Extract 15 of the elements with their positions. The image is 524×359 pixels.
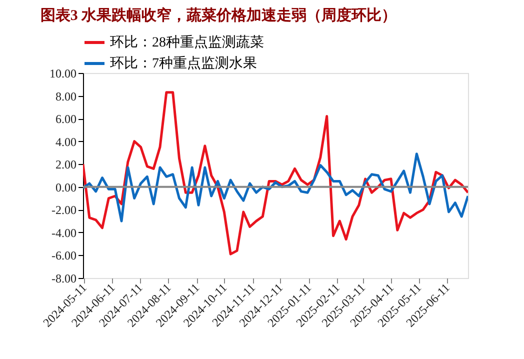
line-series [83, 152, 468, 222]
y-tick-label: -6.00 [52, 248, 76, 263]
y-tick-label: 6.00 [56, 112, 76, 126]
y-tick-label: -4.00 [52, 226, 76, 240]
chart-title: 图表3 水果跌幅收窄，蔬菜价格加速走弱（周度环比） [40, 6, 397, 24]
y-tick-label: 2.00 [56, 158, 76, 172]
y-tick-label: 10.00 [50, 66, 76, 80]
legend-label: 环比：28种重点监测蔬菜 [110, 34, 264, 50]
line-series [83, 91, 468, 256]
y-tick-label: -8.00 [52, 272, 76, 286]
y-tick-label: 8.00 [56, 89, 76, 104]
y-tick-label: 0.00 [56, 180, 76, 194]
legend-label: 环比：7种重点监测水果 [110, 56, 257, 72]
y-tick-label: -2.00 [52, 203, 76, 218]
y-tick-label: 4.00 [56, 134, 76, 149]
